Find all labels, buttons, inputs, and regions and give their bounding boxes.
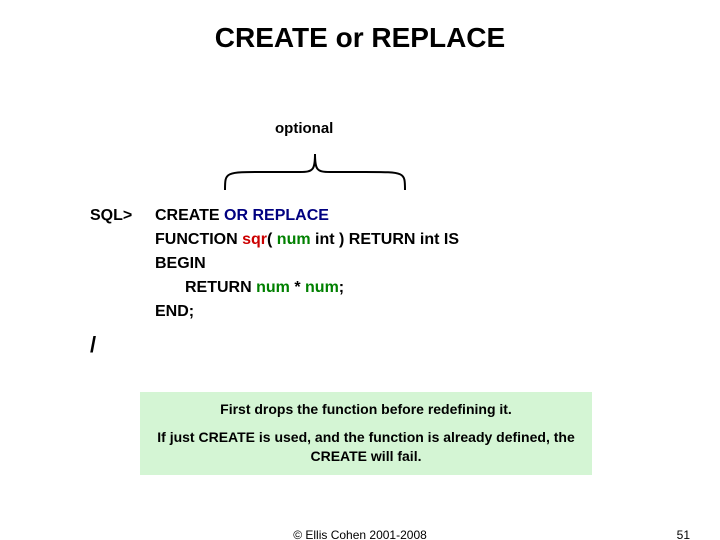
param-1: num: [277, 231, 311, 248]
code-block: SQL>CREATE OR REPLACE FUNCTION sqr( num …: [90, 204, 459, 324]
kw-function: FUNCTION: [155, 231, 242, 248]
code-line-5: END;: [90, 300, 459, 324]
semicolon: ;: [339, 279, 344, 296]
optional-label: optional: [275, 120, 333, 137]
code-line-3: BEGIN: [90, 252, 459, 276]
code-line-2: FUNCTION sqr( num int ) RETURN int IS: [90, 228, 459, 252]
op-mul: *: [290, 279, 305, 296]
code-line-4: RETURN num * num;: [90, 276, 459, 300]
note-line-2: If just CREATE is used, and the function…: [146, 428, 586, 467]
kw-return: RETURN: [185, 279, 256, 296]
note-box: First drops the function before redefini…: [140, 392, 592, 475]
fn-name: sqr: [242, 231, 267, 248]
code-line-1: SQL>CREATE OR REPLACE: [90, 204, 459, 228]
param-2: num: [256, 279, 290, 296]
kw-create: CREATE: [155, 207, 224, 224]
footer-copyright: © Ellis Cohen 2001-2008: [0, 528, 720, 540]
kw-or-replace: OR REPLACE: [224, 207, 329, 224]
sql-slash: /: [90, 332, 96, 358]
paren-open: (: [267, 231, 277, 248]
slide-title: CREATE or REPLACE: [0, 22, 720, 54]
kw-end: END;: [155, 303, 194, 320]
brace-icon: [215, 142, 415, 192]
note-line-1: First drops the function before redefini…: [146, 400, 586, 420]
param-3: num: [305, 279, 339, 296]
sig-rest: int ) RETURN int IS: [311, 231, 459, 248]
footer-page-number: 51: [677, 528, 690, 540]
kw-begin: BEGIN: [155, 255, 206, 272]
sql-prompt: SQL>: [90, 204, 155, 228]
